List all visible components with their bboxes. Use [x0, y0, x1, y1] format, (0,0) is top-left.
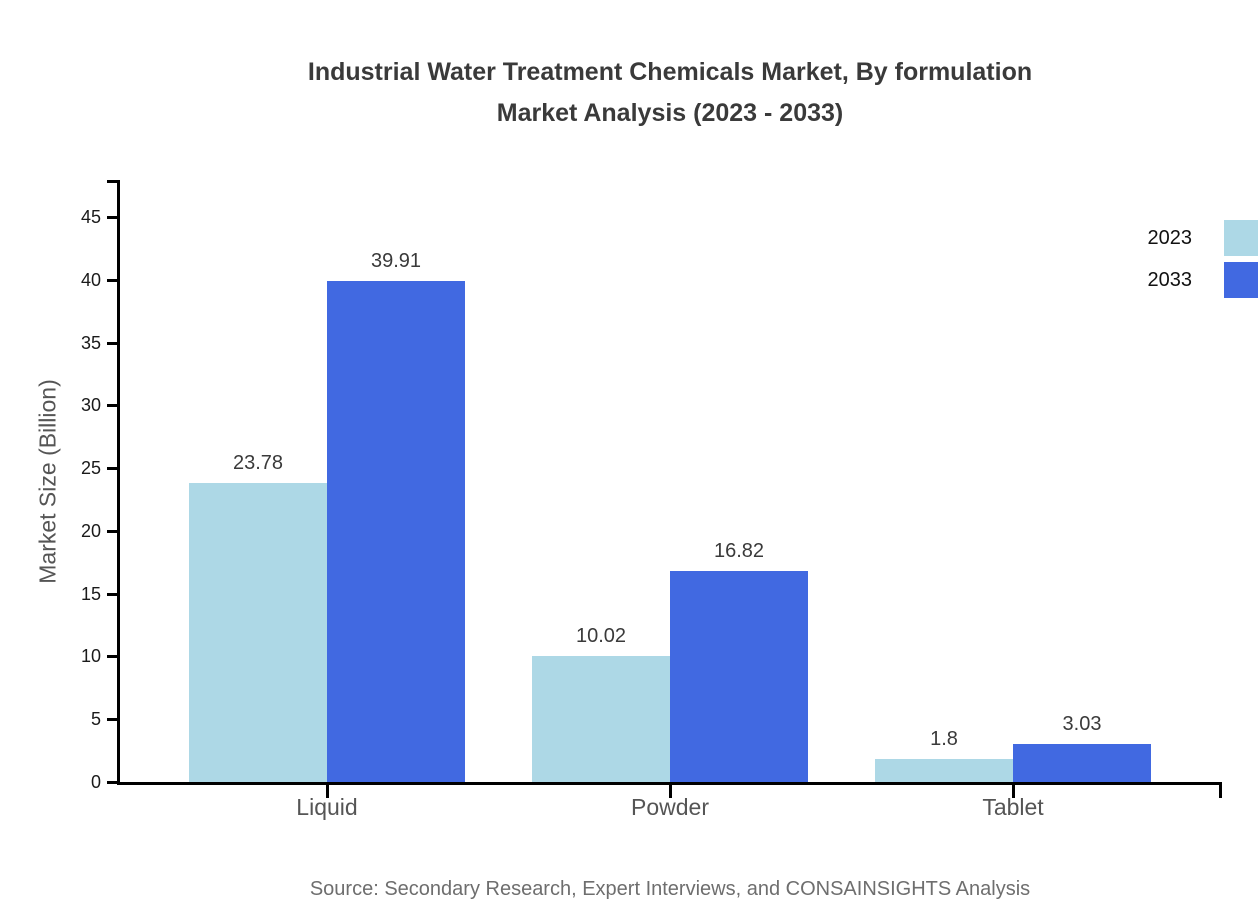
- bar-value-label: 16.82: [713, 539, 765, 562]
- x-category-label: Powder: [631, 794, 709, 820]
- chart-title-line1: Industrial Water Treatment Chemicals Mar…: [307, 58, 1033, 86]
- bar-2033-tablet: [1013, 743, 1151, 782]
- x-category-label: Liquid: [296, 794, 358, 820]
- legend-row-2033: 2033: [1147, 262, 1258, 298]
- legend-label-2023: 2023: [1147, 226, 1193, 249]
- x-category-label: Tablet: [982, 794, 1044, 820]
- bar-2023-liquid: [189, 483, 327, 782]
- bar-value-label: 39.91: [370, 249, 422, 272]
- y-axis-spine: [117, 180, 120, 785]
- chart-title-line2: Market Analysis (2023 - 2033): [496, 99, 844, 127]
- legend-row-2023: 2023: [1147, 220, 1258, 256]
- legend-swatch-2023-icon: [1224, 220, 1258, 256]
- y-tick-label: 45: [80, 207, 101, 227]
- y-tick-mark: [107, 467, 118, 471]
- y-tick-label: 40: [80, 269, 101, 290]
- bar-value-label: 3.03: [1062, 712, 1102, 735]
- bar-value-label: 1.8: [930, 728, 958, 751]
- bar-value-label: 23.78: [232, 452, 284, 475]
- x-axis-end-tick: [1219, 785, 1222, 798]
- y-tick-mark: [107, 655, 118, 659]
- bar-2033-powder: [670, 570, 808, 782]
- y-tick-label: 0: [90, 772, 101, 792]
- bar-2033-liquid: [327, 280, 465, 782]
- y-tick-mark: [107, 404, 118, 408]
- y-tick-mark: [107, 718, 118, 722]
- y-tick-label: 15: [80, 583, 101, 604]
- y-tick-mark: [107, 216, 118, 219]
- legend: 2023 2033: [1147, 220, 1258, 298]
- x-tick-mark: [669, 785, 672, 798]
- x-tick-mark: [1012, 785, 1015, 798]
- y-tick-label: 35: [80, 332, 101, 353]
- y-axis-top-tick: [107, 180, 118, 183]
- bar-value-label: 10.02: [575, 625, 627, 648]
- y-tick-label: 25: [80, 458, 101, 479]
- y-tick-label: 30: [80, 395, 101, 416]
- x-tick-mark: [326, 785, 329, 798]
- y-tick-mark: [107, 592, 118, 596]
- x-axis-spine: [117, 782, 1222, 785]
- y-tick-mark: [107, 341, 118, 345]
- y-tick-label: 5: [90, 709, 101, 730]
- legend-label-2033: 2033: [1147, 268, 1193, 291]
- chart-title: Industrial Water Treatment Chemicals Mar…: [80, 52, 1260, 134]
- y-tick-label: 20: [80, 520, 101, 541]
- y-tick-mark: [107, 278, 118, 282]
- y-tick-mark: [107, 529, 118, 533]
- bar-2023-powder: [532, 656, 670, 782]
- legend-swatch-2033-icon: [1224, 262, 1258, 298]
- source-note: Source: Secondary Research, Expert Inter…: [309, 878, 1031, 900]
- bar-2023-tablet: [875, 759, 1013, 782]
- y-tick-mark: [107, 781, 118, 784]
- y-tick-label: 10: [80, 646, 101, 667]
